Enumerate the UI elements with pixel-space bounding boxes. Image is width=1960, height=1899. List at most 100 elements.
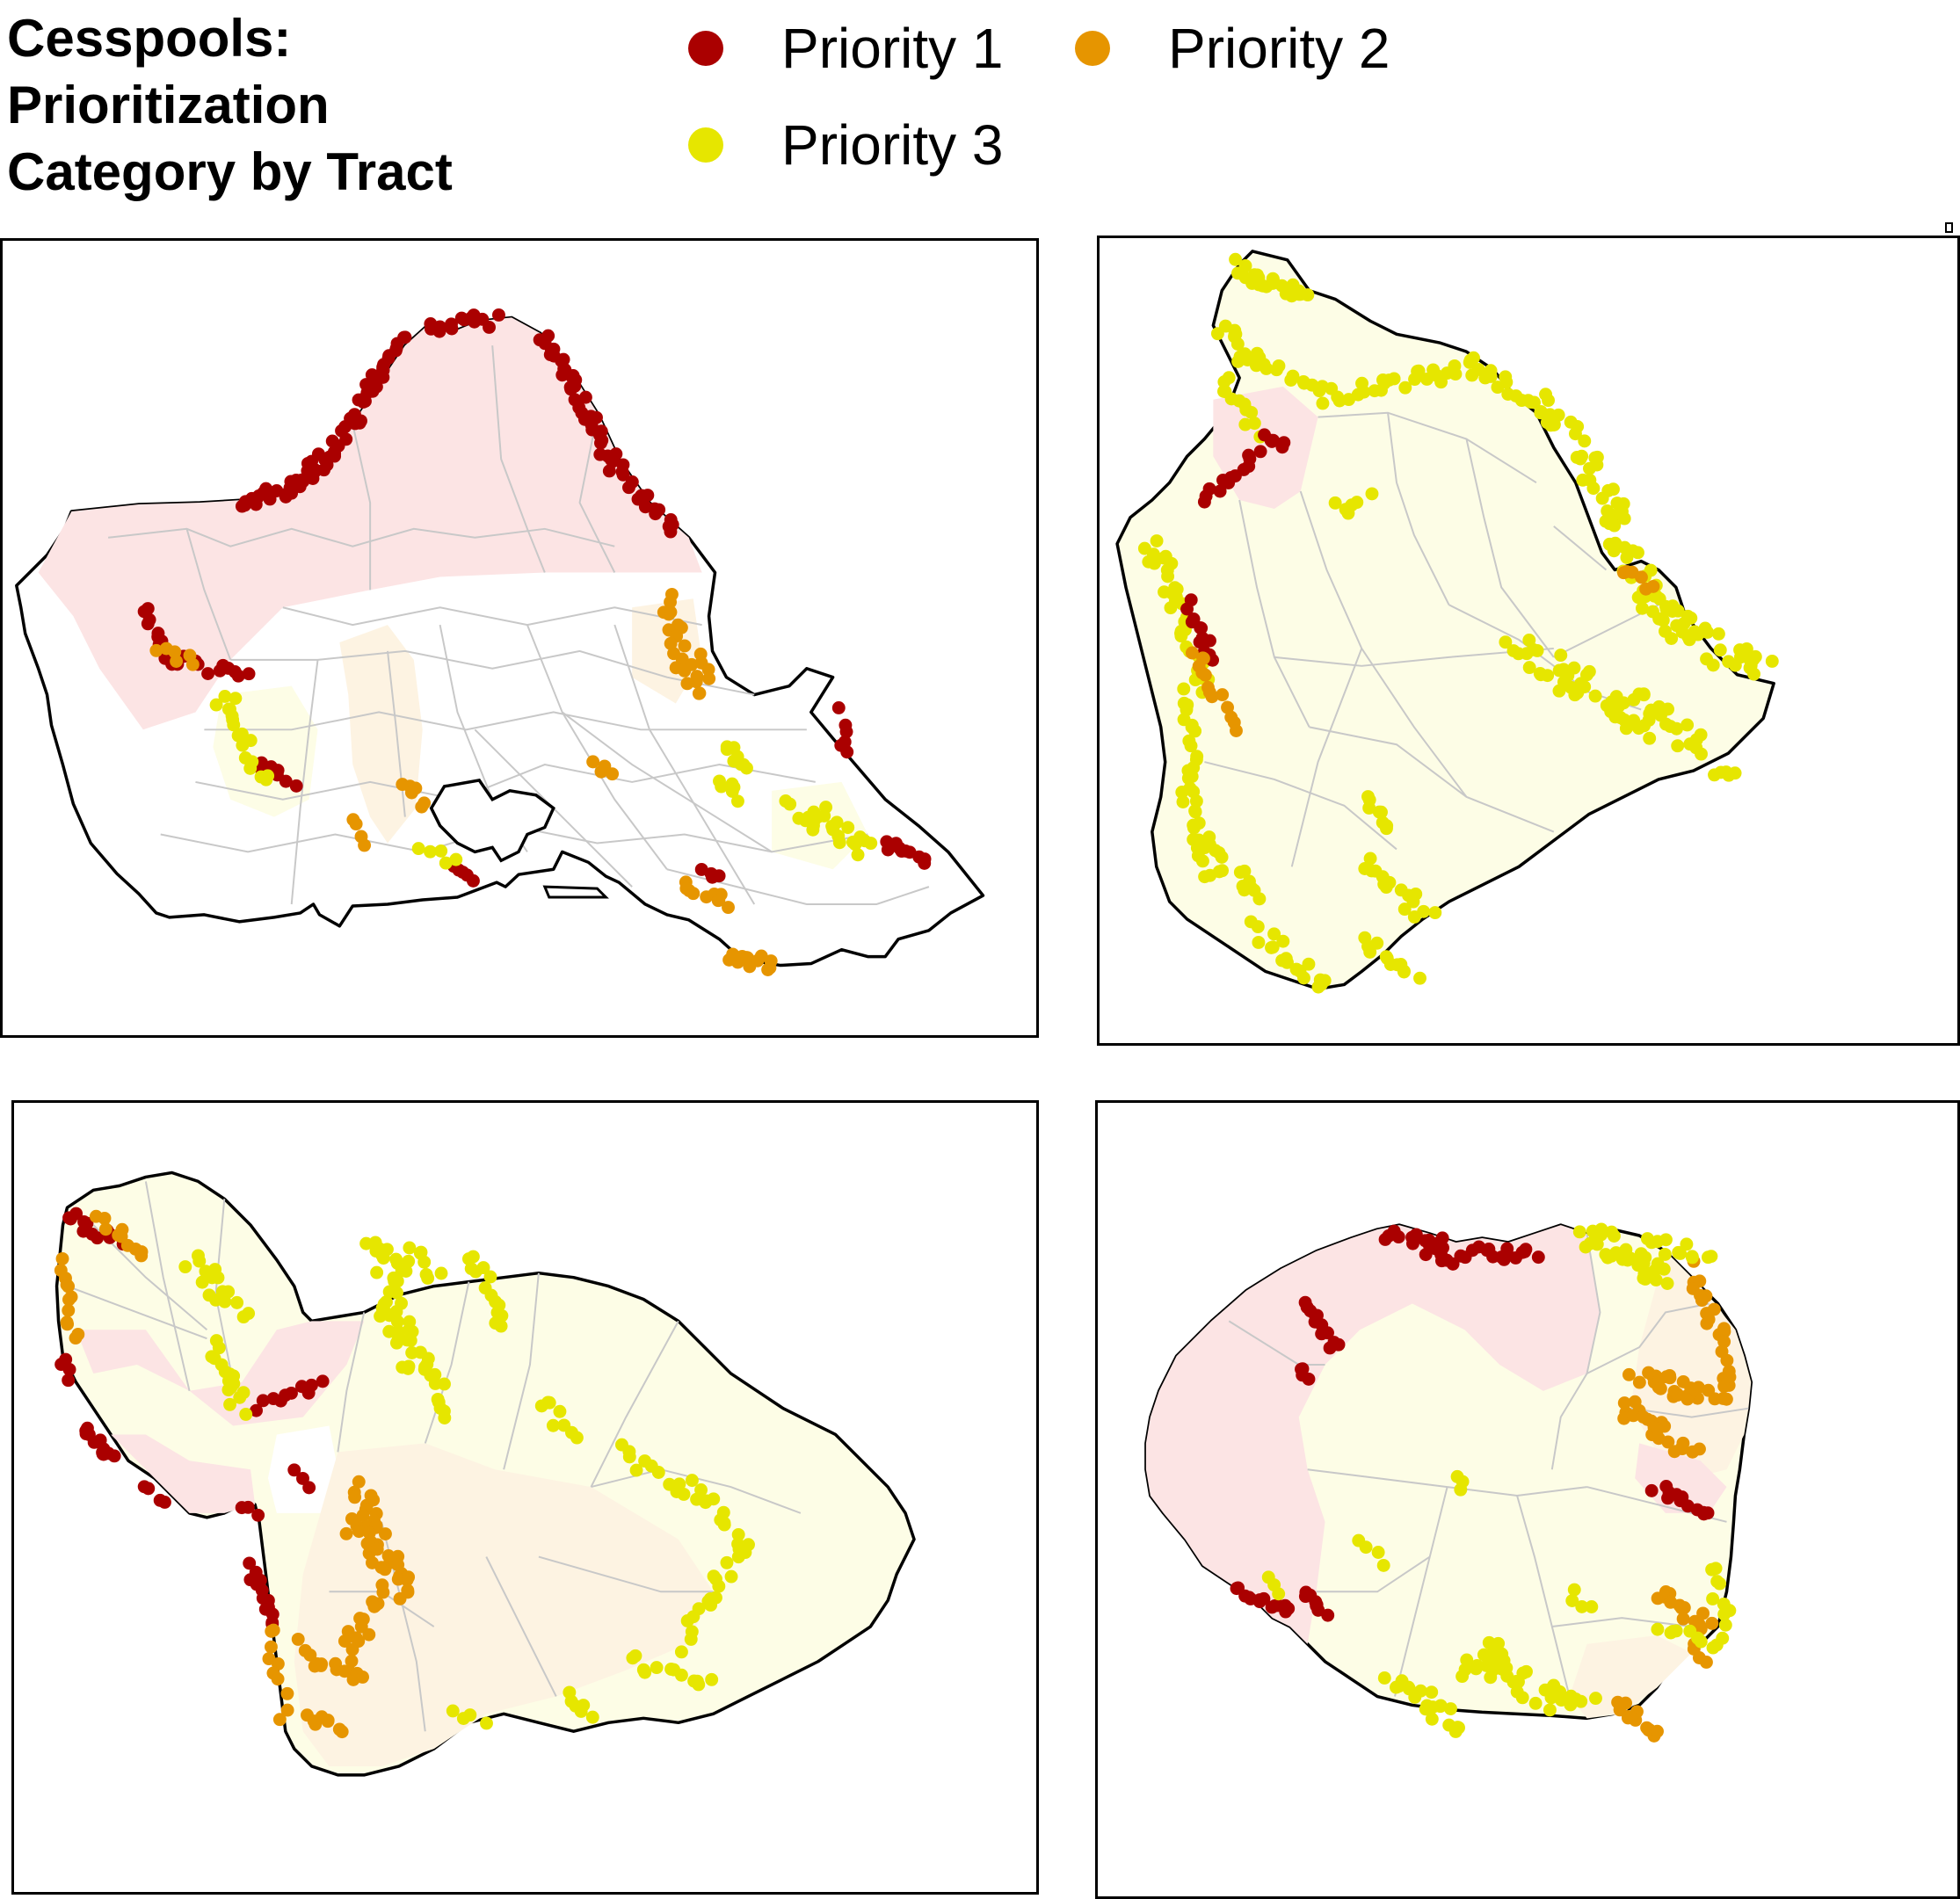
priority-1-point bbox=[466, 873, 480, 888]
priority-3-point bbox=[434, 844, 448, 858]
priority-3-point bbox=[419, 1267, 433, 1281]
maui-map bbox=[54, 1171, 916, 1777]
priority-3-point bbox=[464, 1262, 478, 1276]
priority-1-point bbox=[296, 1471, 309, 1485]
priority-2-point bbox=[1674, 1441, 1688, 1455]
priority-3-point bbox=[403, 1241, 417, 1255]
priority-2-point bbox=[69, 1331, 83, 1345]
priority-3-point bbox=[1586, 482, 1601, 496]
priority-2-point bbox=[1695, 1294, 1709, 1308]
priority-3-point bbox=[390, 1286, 403, 1300]
priority-2-point bbox=[1646, 579, 1660, 593]
priority-3-point bbox=[1444, 1702, 1457, 1715]
priority-3-point bbox=[783, 797, 797, 811]
priority-1-point bbox=[287, 1463, 301, 1477]
priority-3-point bbox=[1695, 747, 1708, 761]
priority-3-point bbox=[261, 769, 275, 783]
priority-3-point bbox=[1230, 337, 1245, 351]
priority-3-point bbox=[577, 1699, 591, 1712]
priority-3-point bbox=[1671, 604, 1685, 618]
priority-3-point bbox=[1541, 669, 1555, 683]
priority-3-point bbox=[1648, 589, 1662, 603]
priority-3-point bbox=[740, 761, 753, 775]
priority-2-point bbox=[345, 1642, 359, 1656]
priority-3-point bbox=[1359, 1540, 1373, 1555]
priority-2-point bbox=[1216, 688, 1230, 702]
priority-3-point bbox=[705, 1672, 719, 1686]
priority-3-point bbox=[1371, 1546, 1385, 1559]
priority-3-point bbox=[1455, 1670, 1470, 1684]
priority-2-point bbox=[374, 1561, 388, 1575]
priority-3-point bbox=[480, 1716, 493, 1730]
priority-3-point bbox=[1375, 383, 1388, 397]
priority-3-point bbox=[1176, 795, 1190, 808]
priority-3-point bbox=[628, 1649, 642, 1663]
priority-1-point bbox=[664, 525, 678, 539]
priority-3-point bbox=[1765, 654, 1779, 668]
priority-2-point bbox=[356, 1670, 369, 1684]
priority-3-point bbox=[1543, 408, 1557, 422]
priority-2-point bbox=[1705, 1616, 1719, 1630]
priority-3-point bbox=[417, 1362, 432, 1376]
priority-1-point bbox=[62, 1374, 76, 1388]
priority-3-point bbox=[1607, 1229, 1621, 1243]
priority-1-point bbox=[369, 380, 383, 394]
priority-3-point bbox=[1685, 1250, 1699, 1264]
priority-3-point bbox=[1224, 392, 1238, 406]
priority-3-point bbox=[1187, 821, 1201, 835]
priority-2-point bbox=[370, 1542, 384, 1556]
priority-2-point bbox=[379, 1527, 392, 1540]
priority-2-point bbox=[356, 1509, 370, 1522]
priority-2-point bbox=[185, 657, 200, 671]
priority-3-point bbox=[1582, 461, 1596, 475]
priority-3-point bbox=[1607, 482, 1620, 496]
priority-3-point bbox=[1397, 902, 1412, 917]
priority-3-point bbox=[1614, 711, 1628, 725]
priority-2-point bbox=[1693, 1442, 1706, 1456]
priority-3-point bbox=[720, 1555, 734, 1569]
priority-3-point bbox=[1316, 396, 1330, 410]
priority-3-point bbox=[713, 774, 726, 788]
priority-2-point bbox=[1702, 1383, 1716, 1397]
priority-3-point bbox=[1506, 644, 1521, 657]
priority-3-point bbox=[1579, 1240, 1593, 1254]
priority-2-point bbox=[1632, 1375, 1646, 1389]
priority-3-point bbox=[1497, 1654, 1511, 1668]
priority-3-point bbox=[1706, 658, 1720, 672]
priority-2-point bbox=[362, 1627, 376, 1642]
priority-3-point bbox=[1150, 534, 1164, 547]
priority-3-point bbox=[239, 1407, 253, 1421]
priority-2-point bbox=[308, 1659, 322, 1673]
priority-2-point bbox=[280, 1703, 294, 1717]
priority-2-point bbox=[751, 953, 765, 968]
maui-tract-central-p2 bbox=[294, 1443, 714, 1766]
priority-3-point bbox=[236, 738, 250, 752]
priority-3-point bbox=[553, 1404, 567, 1418]
priority-1-point bbox=[831, 701, 846, 714]
priority-3-point bbox=[692, 1678, 706, 1692]
priority-3-point bbox=[1272, 359, 1286, 373]
priority-3-point bbox=[1365, 487, 1379, 501]
priority-3-point bbox=[1706, 1641, 1720, 1655]
priority-3-point bbox=[1569, 1692, 1583, 1707]
legend-marker-priority-1 bbox=[688, 31, 723, 66]
maui-tract-isthmus bbox=[267, 1425, 338, 1513]
priority-3-point bbox=[1147, 556, 1161, 570]
priority-1-point bbox=[1180, 602, 1194, 616]
priority-3-point bbox=[570, 1431, 584, 1445]
priority-1-point bbox=[1267, 1598, 1281, 1613]
priority-3-point bbox=[841, 821, 855, 835]
title-line-1: Cesspools: bbox=[7, 9, 292, 68]
priority-3-point bbox=[434, 1266, 448, 1280]
priority-3-point bbox=[1301, 288, 1315, 302]
priority-1-point bbox=[547, 342, 561, 356]
priority-3-point bbox=[674, 1645, 688, 1659]
priority-3-point bbox=[1499, 370, 1513, 384]
priority-3-point bbox=[1265, 940, 1278, 954]
priority-1-point bbox=[1194, 621, 1209, 635]
priority-3-point bbox=[1363, 852, 1377, 866]
priority-1-point bbox=[652, 503, 666, 517]
priority-2-point bbox=[1617, 1396, 1631, 1410]
priority-3-point bbox=[215, 1285, 229, 1299]
priority-2-point bbox=[1198, 668, 1212, 682]
